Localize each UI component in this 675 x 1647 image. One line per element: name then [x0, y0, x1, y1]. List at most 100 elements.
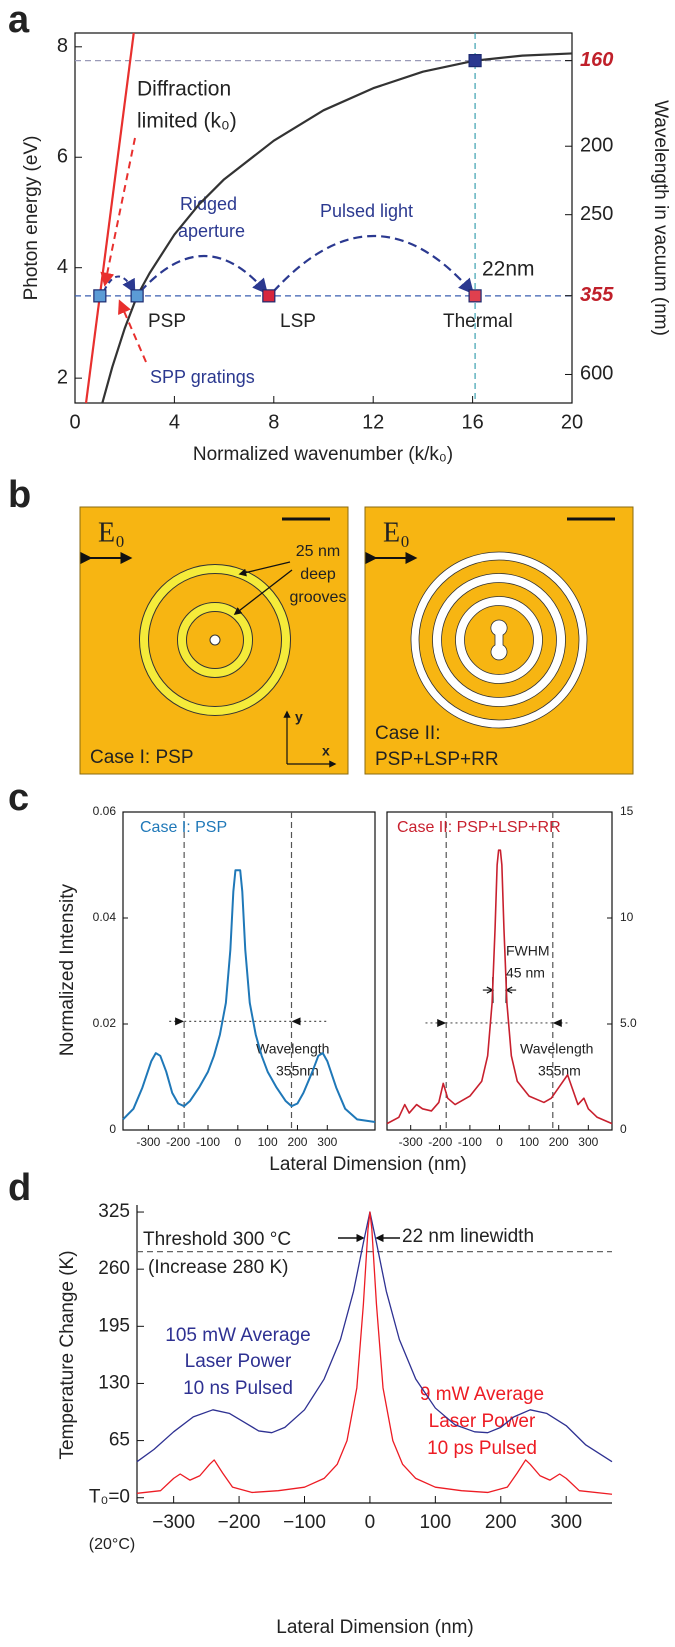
plot-frame: [386, 811, 613, 1131]
x-tick-label: -300: [136, 1135, 160, 1149]
arrow: [103, 275, 136, 294]
series-line: [84, 32, 135, 404]
caption: PSP+LSP+RR: [375, 749, 499, 770]
marker: [130, 289, 144, 303]
y2-tick-label: 200: [580, 134, 613, 156]
x-axis-label: Normalized wavenumber (k/k₀): [193, 444, 453, 465]
x-axis-label: Lateral Dimension (nm): [276, 1617, 473, 1638]
y-tick-label: 8: [57, 35, 68, 57]
x-tick-label: 300: [317, 1135, 337, 1149]
panel-d-annotations: (20°C) Threshold 300 °C (Increase 280 K)…: [89, 1226, 544, 1553]
ring-edge: [464, 605, 534, 675]
panel-b: E₀ E₀ 25 nm deep grooves y x Case I: PSP…: [79, 506, 634, 775]
x-tick-label: -100: [458, 1135, 482, 1149]
x-tick-label: 200: [287, 1135, 307, 1149]
annotation: 10 ps Pulsed: [427, 1438, 537, 1459]
ring-edge: [441, 582, 557, 698]
x-tick-label: 0: [496, 1135, 503, 1149]
annotation: FWHM: [506, 943, 550, 959]
ring: [455, 596, 543, 684]
x-tick-label: 200: [549, 1135, 569, 1149]
annotation: (20°C): [89, 1536, 135, 1553]
y-tick-label: 130: [98, 1372, 130, 1393]
y2-tick-label: 600: [580, 363, 613, 385]
arrow: [118, 299, 147, 363]
y-tick-label: 65: [109, 1430, 130, 1451]
annotation: Diffraction: [137, 78, 231, 101]
series-line: [101, 52, 573, 404]
y-tick-label: 0.02: [93, 1016, 117, 1030]
annotation: (Increase 280 K): [148, 1257, 288, 1278]
arrow: [139, 254, 268, 295]
panel-label: d: [8, 1167, 31, 1209]
y-tick-label: 0.04: [93, 910, 117, 924]
groove: [177, 602, 253, 678]
chart-title: Case I: PSP: [140, 819, 227, 836]
x-tick-label: 100: [258, 1135, 278, 1149]
axis-label: x: [322, 743, 330, 759]
annotation: 10 ns Pulsed: [183, 1378, 293, 1399]
annotation: 355nm: [538, 1063, 581, 1079]
y-axis-label: Photon energy (eV): [21, 136, 42, 301]
y-tick-label: T₀=0: [89, 1487, 130, 1508]
panel-a-annotations: Diffraction limited (k₀) Ridged aperture…: [100, 78, 535, 387]
y-tick-label: 325: [98, 1201, 130, 1222]
groove-edge: [139, 564, 291, 716]
series-line: [386, 849, 613, 1125]
arrow: [238, 561, 291, 577]
arrowhead: [504, 986, 517, 994]
y2-tick-label: 0: [620, 1122, 627, 1136]
annotation: 22nm: [482, 258, 535, 281]
annotation: PSP: [148, 311, 186, 332]
panel-label: b: [8, 474, 31, 516]
x-tick-label: 0: [69, 411, 80, 433]
x-tick-label: -200: [166, 1135, 190, 1149]
x-tick-label: −100: [283, 1512, 326, 1533]
y2-tick-label: 355: [580, 284, 614, 306]
groove-edge: [186, 611, 244, 669]
marker: [468, 54, 482, 68]
aperture: [209, 634, 221, 646]
annotation: Pulsed light: [320, 201, 413, 221]
ring-edge: [455, 596, 543, 684]
arrow: [272, 235, 475, 295]
annotation: Wavelength: [520, 1041, 593, 1057]
ring-edge: [410, 551, 588, 729]
annotation: SPP gratings: [150, 367, 255, 387]
x-tick-label: 8: [268, 411, 279, 433]
y-tick-label: 195: [98, 1315, 130, 1336]
panel-label: c: [8, 777, 29, 819]
y-axis-label: Temperature Change (K): [57, 1250, 78, 1459]
x-tick-label: 0: [365, 1512, 376, 1533]
x-tick-label: 300: [550, 1512, 582, 1533]
ring-edge: [432, 573, 566, 707]
annotation: 22 nm linewidth: [402, 1226, 534, 1247]
annotation: limited (k₀): [137, 110, 237, 133]
marker: [468, 289, 482, 303]
annotation: Wavelength: [256, 1041, 329, 1057]
ring: [432, 573, 566, 707]
y-tick-label: 0: [109, 1122, 116, 1136]
x-tick-label: 4: [169, 411, 180, 433]
annotation: Laser Power: [185, 1351, 292, 1372]
y-tick-label: 0.06: [93, 804, 117, 818]
arrow: [233, 569, 293, 615]
field-label: E₀: [383, 517, 410, 548]
annotation: Thermal: [443, 311, 513, 332]
y2-tick-label: 10: [620, 910, 634, 924]
y-axis-label: Normalized Intensity: [57, 883, 78, 1056]
x-tick-label: 100: [519, 1135, 539, 1149]
annotation: 355nm: [276, 1063, 319, 1079]
x-tick-label: -100: [196, 1135, 220, 1149]
x-tick-label: 16: [461, 411, 483, 433]
x-tick-label: −300: [152, 1512, 195, 1533]
x-tick-label: 0: [234, 1135, 241, 1149]
annotation: LSP: [280, 311, 316, 332]
x-tick-label: 100: [419, 1512, 451, 1533]
marker: [262, 289, 276, 303]
plot-frame: [74, 32, 573, 404]
arrowhead: [291, 1017, 301, 1026]
annotation: Laser Power: [429, 1411, 536, 1432]
